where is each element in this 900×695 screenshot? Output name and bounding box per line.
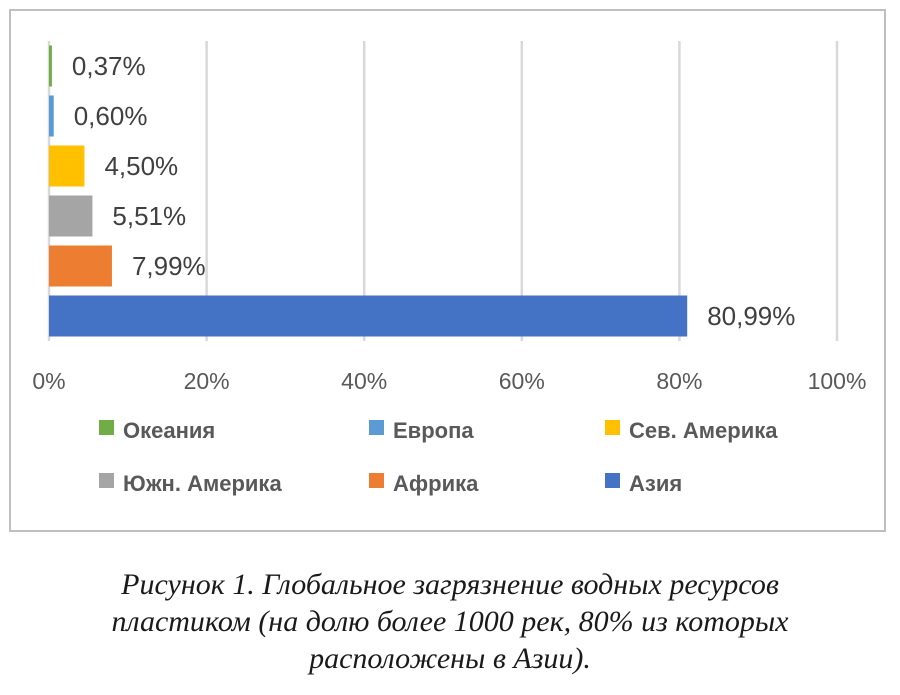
data-label: 7,99%	[132, 251, 206, 281]
data-label: 5,51%	[112, 201, 186, 231]
legend-label: Азия	[629, 471, 682, 496]
x-tick-label: 20%	[184, 368, 230, 394]
x-tick-label: 40%	[341, 368, 387, 394]
legend-swatch	[605, 473, 620, 488]
bar	[49, 195, 93, 237]
x-tick-label: 0%	[32, 368, 65, 394]
x-tick-label: 100%	[808, 368, 867, 394]
bar	[49, 295, 688, 337]
legend-label: Южн. Америка	[123, 471, 282, 496]
legend-label: Африка	[393, 471, 479, 496]
chart-frame: 0% 20% 40% 60% 80% 100% 80,99% 7,99% 5,51% 4,50% 0…	[9, 9, 886, 532]
data-label: 80,99%	[707, 301, 795, 331]
bar	[49, 145, 85, 187]
legend-swatch	[369, 420, 384, 435]
data-label: 0,37%	[72, 51, 146, 81]
legend-label: Сев. Америка	[629, 418, 778, 443]
bar-chart: 0% 20% 40% 60% 80% 100% 80,99% 7,99% 5,51% 4,50% 0…	[32, 41, 867, 496]
legend-swatch	[369, 473, 384, 488]
legend-swatch	[99, 420, 114, 435]
x-tick-label: 80%	[656, 368, 702, 394]
data-label: 0,60%	[74, 101, 148, 131]
bar	[49, 45, 52, 87]
bar	[49, 95, 54, 137]
bar	[49, 245, 112, 287]
legend-swatch	[605, 420, 620, 435]
legend-swatch	[99, 473, 114, 488]
legend-label: Европа	[393, 418, 474, 443]
legend-label: Океания	[123, 418, 215, 443]
figure-caption: Рисунок 1. Глобальное загрязнение водных…	[111, 568, 789, 675]
data-label: 4,50%	[104, 151, 178, 181]
x-tick-label: 60%	[499, 368, 545, 394]
